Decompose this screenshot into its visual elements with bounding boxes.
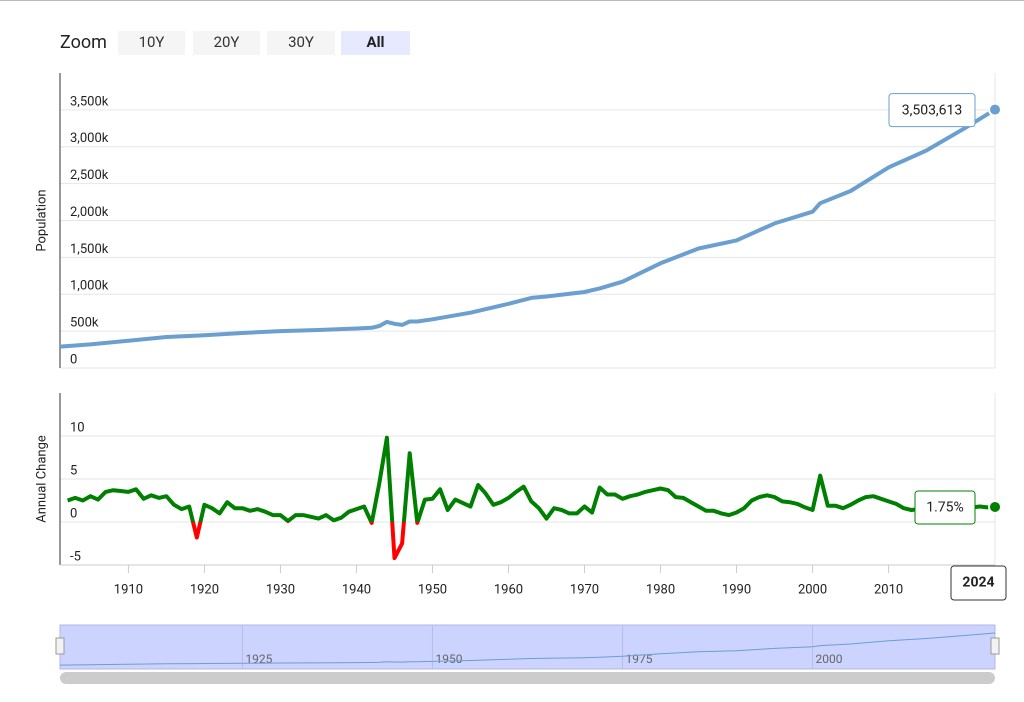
tooltip-box	[914, 490, 976, 525]
last-point	[988, 499, 1002, 514]
x-tick-label: 1940	[342, 582, 371, 597]
tooltips: 3,503,613 1.75% 2024	[888, 93, 1007, 601]
y-tick-label: 2,500k	[70, 168, 109, 183]
zoom-button-label[interactable]: 10Y	[139, 33, 165, 51]
y-tick-label: 500k	[70, 316, 99, 331]
navigator-handle[interactable]	[55, 637, 65, 655]
x-tick-label: 1980	[646, 582, 675, 597]
scrollbar[interactable]	[60, 672, 995, 684]
navigator-tick-label: 2000	[816, 652, 843, 666]
zoom-button[interactable]	[267, 31, 335, 55]
y-axis-title: Annual Change	[34, 435, 49, 523]
navigator-tick-label: 1950	[435, 652, 462, 666]
tooltip-box	[888, 93, 976, 128]
last-point	[988, 102, 1002, 117]
y-axis-title: Population	[34, 189, 49, 251]
x-tick-label: 2010	[874, 582, 903, 597]
navigator-handle[interactable]	[990, 637, 1000, 655]
zoom-button[interactable]	[193, 31, 260, 55]
x-tick-label: 1990	[722, 582, 751, 597]
y-tick-label: 3,000k	[70, 131, 109, 146]
zoom-button[interactable]	[118, 31, 185, 55]
y-tick-label: 10	[70, 420, 85, 435]
y-tick-label: 0	[70, 506, 77, 521]
x-tick-label: 2000	[798, 582, 827, 597]
navigator: 1925 1950 1975 2000	[55, 624, 1000, 684]
zoom-button[interactable]	[341, 31, 410, 55]
zoom-button-label[interactable]: 30Y	[288, 33, 314, 51]
y-tick-label: 0	[70, 352, 77, 367]
y-tick-label: 5	[70, 463, 77, 478]
population-chart: 0 500k 1,000k 1,500k 2,000k 2,500k 3,000k 3,500…	[34, 73, 997, 369]
y-tick-label: 1,500k	[70, 242, 109, 257]
x-tick-label: 1960	[494, 582, 523, 597]
data-line	[66, 435, 996, 561]
y-tick-label: 3,500k	[70, 94, 109, 109]
y-tick-label: 2,000k	[70, 205, 109, 220]
x-tick-label: 1930	[266, 582, 295, 597]
x-tooltip-label: 2024	[962, 575, 994, 591]
y-tick-label: 1,000k	[70, 279, 109, 294]
zoom-button-label[interactable]: 20Y	[214, 33, 240, 51]
x-tick-label: 1920	[190, 582, 219, 597]
x-tick-label: 1950	[418, 582, 447, 597]
zoom-buttons: 10Y 20Y 30Y All	[118, 31, 410, 55]
change-chart: -5 0 5 10 Annual Change 1910 1920 1930 1940 1950 1…	[34, 393, 996, 597]
x-tooltip-box	[950, 565, 1007, 601]
y-tick-label: -5	[70, 549, 81, 564]
tooltip-value: 3,503,613	[902, 102, 963, 118]
navigator-tick-label: 1925	[245, 652, 272, 666]
zoom-button-label[interactable]: All	[366, 33, 384, 51]
x-tick-label: 1970	[570, 582, 599, 597]
zoom-label: Zoom	[60, 32, 107, 53]
x-tick-label: 1910	[114, 582, 143, 597]
tooltip-value: 1.75%	[926, 500, 964, 516]
navigator-selection	[59, 624, 996, 670]
data-line	[59, 107, 997, 349]
navigator-line	[60, 632, 995, 666]
